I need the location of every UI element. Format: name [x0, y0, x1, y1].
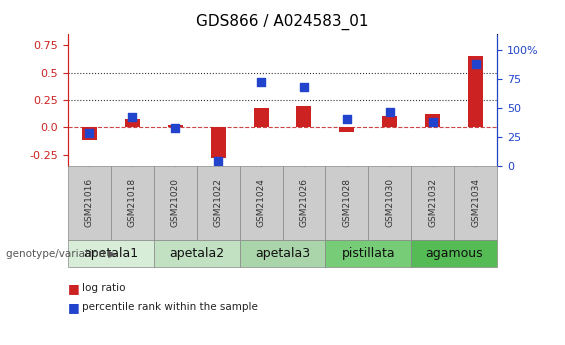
Text: pistillata: pistillata	[342, 247, 395, 260]
Text: percentile rank within the sample: percentile rank within the sample	[82, 302, 258, 312]
Text: GSM21034: GSM21034	[471, 178, 480, 227]
Bar	[383, 116, 397, 127]
Text: GSM21028: GSM21028	[342, 178, 351, 227]
Text: genotype/variation ▶: genotype/variation ▶	[6, 249, 116, 258]
Text: ■: ■	[68, 282, 80, 295]
Point	[214, 158, 223, 164]
Text: apetala1: apetala1	[83, 247, 138, 260]
Bar	[340, 127, 354, 132]
Bar	[254, 108, 268, 127]
Point	[342, 116, 351, 122]
Point	[128, 114, 137, 120]
Text: apetala2: apetala2	[169, 247, 224, 260]
Point	[171, 126, 180, 131]
Text: GSM21020: GSM21020	[171, 178, 180, 227]
Point	[299, 84, 308, 89]
Bar	[297, 106, 311, 127]
Bar	[82, 127, 97, 140]
Point	[257, 79, 266, 85]
Text: GSM21016: GSM21016	[85, 178, 94, 227]
Text: GSM21030: GSM21030	[385, 178, 394, 227]
Text: apetala3: apetala3	[255, 247, 310, 260]
Bar	[168, 125, 182, 127]
Text: log ratio: log ratio	[82, 283, 125, 293]
Point	[385, 109, 394, 115]
Text: GSM21024: GSM21024	[257, 178, 266, 227]
Point	[428, 119, 437, 124]
Text: ■: ■	[68, 300, 80, 314]
Point	[85, 130, 94, 136]
Title: GDS866 / A024583_01: GDS866 / A024583_01	[196, 14, 369, 30]
Point	[471, 61, 480, 66]
Text: GSM21018: GSM21018	[128, 178, 137, 227]
Text: GSM21026: GSM21026	[299, 178, 308, 227]
Text: agamous: agamous	[425, 247, 483, 260]
Text: GSM21022: GSM21022	[214, 178, 223, 227]
Text: GSM21032: GSM21032	[428, 178, 437, 227]
Bar	[125, 119, 140, 127]
Bar	[425, 114, 440, 127]
Bar	[211, 127, 225, 158]
Bar	[468, 56, 483, 127]
